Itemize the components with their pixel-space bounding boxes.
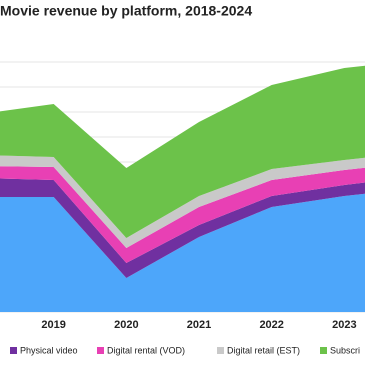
x-tick-label: 2022 [259, 319, 283, 331]
x-tick-label: 2020 [114, 319, 138, 331]
chart-title: Movie revenue by platform, 2018-2024 [0, 3, 252, 19]
area [0, 166, 365, 263]
legend-swatch [97, 347, 104, 354]
legend-label: Subscri [330, 345, 360, 355]
x-tick-label: 2021 [187, 319, 211, 331]
area [0, 193, 365, 312]
area [0, 155, 365, 248]
legend-label: Digital rental (VOD) [107, 345, 185, 355]
x-tick-label: 2023 [332, 319, 356, 331]
area [0, 178, 365, 278]
legend-swatch [320, 347, 327, 354]
legend-label: Digital retail (EST) [227, 345, 300, 355]
legend-swatch [217, 347, 224, 354]
x-tick-label: 2019 [41, 319, 65, 331]
legend-label: Physical video [20, 345, 78, 355]
area [0, 65, 365, 238]
legend-swatch [10, 347, 17, 354]
